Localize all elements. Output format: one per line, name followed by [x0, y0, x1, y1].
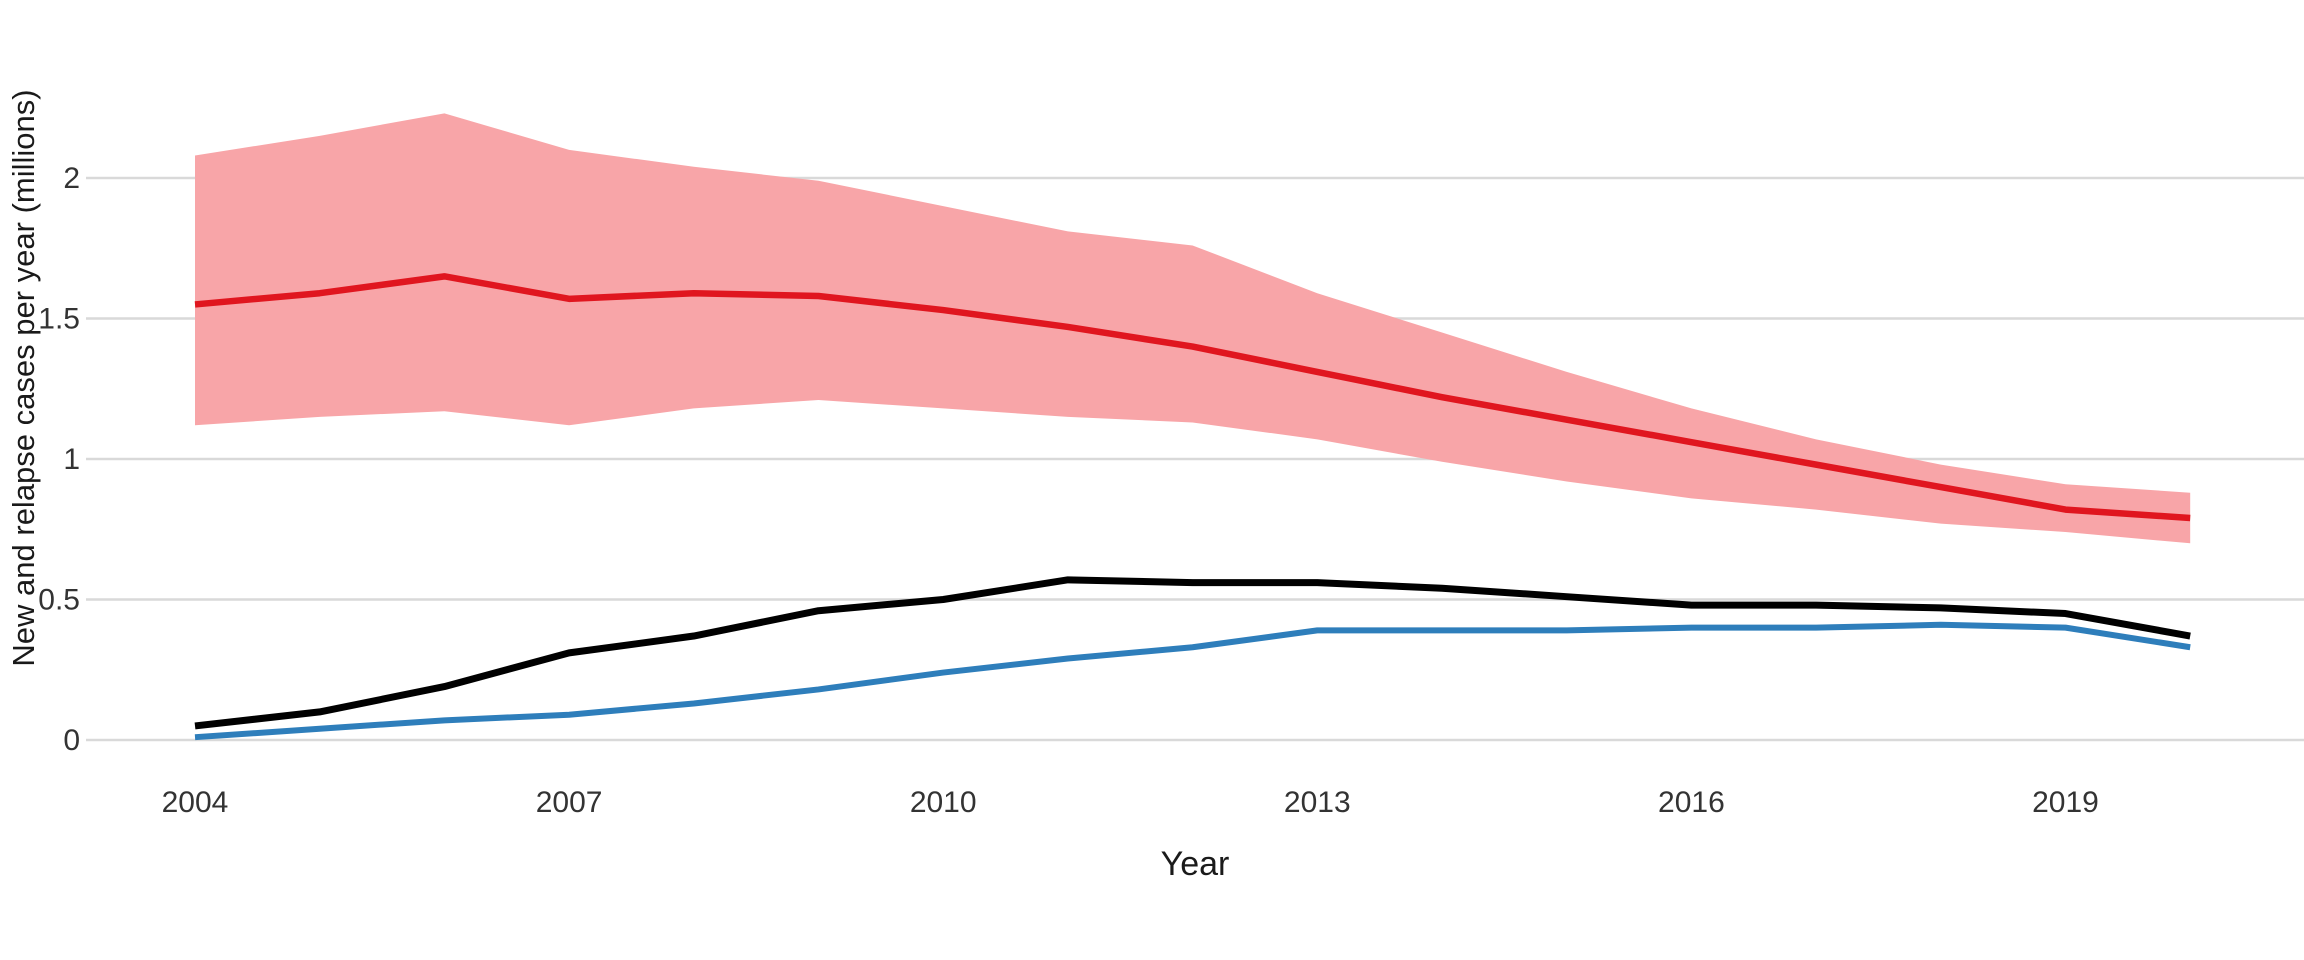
x-tick-label: 2019 [2032, 786, 2099, 819]
uncertainty-band [195, 113, 2191, 544]
y-tick-label: 1 [63, 443, 80, 476]
black-line [194, 576, 2191, 730]
y-tick-label: 2 [63, 162, 80, 195]
y-tick-label: 0 [63, 724, 80, 757]
x-tick-label: 2007 [536, 786, 603, 819]
x-axis-title: Year [1161, 845, 1230, 883]
uncertainty-band-layer [195, 113, 2191, 544]
series-lines-layer [194, 273, 2191, 741]
x-tick-label: 2016 [1658, 786, 1725, 819]
y-tick-label: 0.5 [38, 584, 80, 617]
blue-line [194, 621, 2191, 741]
x-axis-tick-labels: 2004 2007 2010 2013 2016 2019 [162, 786, 2099, 819]
red-line-with-uncertainty-band [194, 273, 2191, 522]
y-axis-tick-labels: 0 0.5 1 1.5 2 [38, 162, 80, 757]
x-tick-label: 2004 [162, 786, 229, 819]
x-tick-label: 2010 [910, 786, 977, 819]
y-axis-title: New and relapse cases per year (millions… [6, 89, 41, 666]
y-tick-label: 1.5 [38, 303, 80, 336]
x-tick-label: 2013 [1284, 786, 1351, 819]
